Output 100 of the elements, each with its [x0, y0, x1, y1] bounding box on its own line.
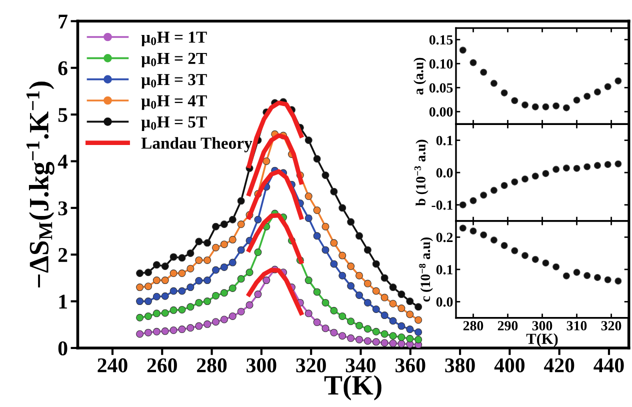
point — [212, 244, 220, 252]
point — [212, 222, 220, 230]
y-tick-label: 0.15 — [429, 35, 453, 45]
point — [372, 260, 380, 268]
point — [152, 328, 160, 336]
point — [604, 276, 612, 284]
point — [262, 157, 270, 165]
point — [470, 197, 477, 204]
point — [212, 318, 220, 326]
point — [364, 337, 372, 345]
point — [562, 272, 570, 280]
point — [542, 103, 550, 110]
x-tick-label: 240 — [98, 358, 128, 372]
point — [584, 272, 591, 280]
point — [364, 298, 372, 306]
y-tick-label: 6 — [58, 61, 68, 76]
point — [313, 232, 321, 240]
point — [178, 270, 186, 278]
point — [220, 263, 228, 271]
x-tick-label: 400 — [494, 358, 525, 372]
point — [304, 136, 312, 144]
point — [584, 163, 591, 170]
point — [304, 310, 312, 318]
point — [246, 268, 254, 276]
point — [136, 314, 144, 322]
point — [406, 298, 414, 306]
point — [511, 178, 518, 186]
point — [313, 318, 321, 326]
point — [347, 282, 355, 290]
point — [347, 218, 355, 226]
y-axis-title: a (a.u) — [414, 58, 426, 95]
point — [170, 287, 178, 295]
point — [330, 188, 338, 196]
point — [355, 232, 363, 240]
y-tick-label: 3 — [58, 201, 68, 216]
point — [355, 272, 363, 280]
point — [490, 186, 498, 194]
point — [480, 68, 488, 76]
point — [338, 252, 346, 260]
point — [204, 276, 212, 284]
point — [228, 312, 236, 320]
point — [584, 92, 591, 100]
point — [398, 340, 406, 348]
point — [347, 262, 355, 270]
point — [161, 309, 169, 317]
point — [532, 103, 539, 110]
point — [186, 249, 194, 257]
point — [573, 268, 580, 276]
point — [604, 160, 612, 168]
point — [220, 316, 228, 324]
point — [254, 248, 262, 256]
x-tick-label: 260 — [147, 358, 177, 372]
point — [322, 246, 330, 254]
point — [178, 326, 186, 334]
point — [144, 282, 152, 290]
point — [195, 256, 203, 264]
y-tick-label: 1 — [59, 294, 67, 309]
point — [204, 320, 212, 328]
point — [614, 278, 622, 285]
point — [406, 334, 414, 342]
point — [364, 280, 372, 288]
point — [330, 306, 338, 314]
point — [152, 292, 160, 300]
y-tick-label: 0.1 — [436, 265, 452, 274]
y-axis-title: b (10$^{−3}$ a.u) — [414, 140, 428, 206]
point — [144, 312, 152, 320]
point — [414, 336, 422, 344]
point — [186, 303, 194, 311]
point — [614, 77, 622, 84]
point — [338, 332, 346, 340]
point — [152, 261, 160, 269]
point — [459, 46, 466, 54]
point — [521, 252, 529, 260]
point — [562, 104, 570, 112]
point — [562, 164, 570, 172]
point — [144, 328, 152, 336]
legend-label: μ$_{0}$H = 1T — [141, 32, 207, 46]
point — [380, 330, 388, 338]
point — [594, 162, 602, 169]
line-series — [246, 213, 304, 264]
x-tick-label: 280 — [197, 358, 227, 372]
point — [262, 276, 270, 284]
point — [330, 239, 338, 247]
point — [372, 328, 380, 336]
point — [398, 290, 406, 298]
point — [322, 324, 330, 332]
point — [414, 316, 422, 324]
point — [195, 277, 203, 285]
point — [355, 322, 363, 330]
x-tick-label: 310 — [566, 321, 587, 330]
x-tick-label: 290 — [498, 321, 518, 330]
point — [364, 325, 372, 333]
point — [178, 287, 186, 295]
point — [254, 290, 262, 298]
legend-label: μ$_{0}$H = 2T — [141, 52, 207, 68]
x-tick-label: 300 — [532, 321, 552, 330]
x-tick-label: 280 — [463, 321, 484, 330]
point — [304, 214, 312, 222]
point — [604, 83, 612, 90]
x-tick-label: 440 — [594, 358, 624, 372]
